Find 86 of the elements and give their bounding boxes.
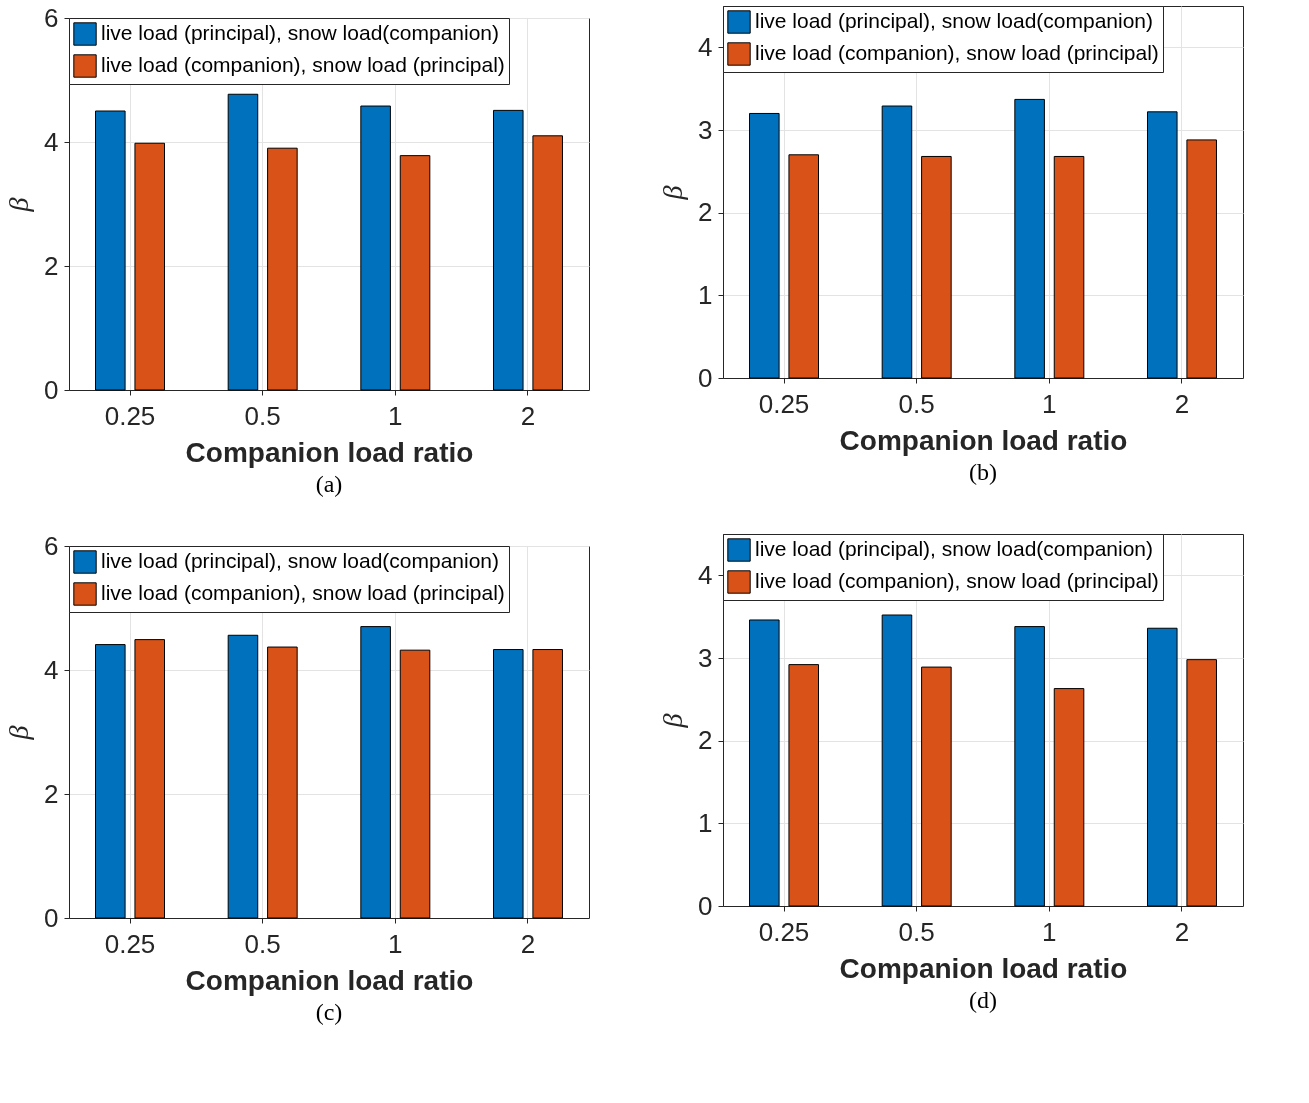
bar (1146, 627, 1178, 907)
bar (134, 142, 166, 391)
y-tick-label: 4 (698, 559, 713, 590)
bar (788, 664, 820, 907)
x-tick-label: 2 (520, 400, 536, 431)
legend-label: live load (companion), snow load (principal) (101, 581, 505, 604)
bar (492, 649, 524, 919)
y-tick-label: 4 (44, 654, 59, 685)
x-axis-title: Companion load ratio (839, 424, 1128, 456)
x-tick-label: 1 (388, 928, 403, 959)
bar (399, 155, 431, 391)
y-tick-label: 1 (698, 807, 713, 838)
y-tick-label: 0 (44, 374, 59, 405)
bar (532, 135, 563, 391)
x-tick-label: 0.25 (758, 916, 810, 947)
x-tick-label: 0.5 (244, 400, 281, 431)
y-axis-title: β (657, 185, 689, 201)
bar (1146, 111, 1178, 379)
bar (95, 110, 126, 391)
bar (492, 109, 524, 391)
text: (a) (315, 471, 343, 497)
legend-label: live load (principal), snow load(companion) (755, 9, 1154, 32)
bar (1053, 688, 1085, 907)
x-tick-label: 2 (520, 928, 536, 959)
y-tick-label: 6 (44, 2, 59, 33)
y-tick-label: 2 (44, 250, 59, 281)
bar (360, 626, 391, 919)
y-tick-label: 4 (44, 126, 59, 157)
x-tick-label: 0.25 (104, 400, 156, 431)
y-tick-label: 1 (698, 279, 713, 310)
bar (749, 112, 780, 379)
legend-label: live load (companion), snow load (principal) (755, 569, 1159, 592)
text: (d) (969, 987, 997, 1013)
text: (b) (969, 459, 997, 485)
x-tick-label: 2 (1174, 388, 1190, 419)
legend-label: live load (companion), snow load (principal) (101, 53, 505, 76)
bar (360, 105, 391, 391)
y-tick-label: 3 (698, 642, 713, 673)
legend-label: live load (principal), snow load(companion) (755, 537, 1154, 560)
y-tick-label: 2 (698, 197, 713, 228)
bar (921, 155, 952, 379)
bar (267, 147, 298, 391)
y-tick-label: 3 (698, 114, 713, 145)
x-tick-label: 1 (388, 400, 403, 431)
y-tick-label: 6 (44, 530, 59, 561)
bar (399, 649, 431, 919)
y-tick-label: 0 (44, 902, 59, 933)
bar (95, 644, 126, 919)
x-tick-label: 0.25 (758, 388, 810, 419)
bar (227, 634, 259, 919)
x-tick-label: 2 (1174, 916, 1190, 947)
bar (749, 619, 780, 907)
x-tick-label: 0.5 (244, 928, 281, 959)
y-tick-label: 0 (698, 890, 713, 921)
bar (921, 666, 952, 907)
bar (1186, 659, 1217, 907)
legend-label: live load (principal), snow load(companion) (101, 549, 500, 572)
y-axis-title: β (3, 197, 35, 213)
bar (134, 639, 166, 919)
bar (788, 154, 820, 379)
x-axis-title: Companion load ratio (839, 952, 1128, 984)
bar (1014, 626, 1045, 907)
x-axis-title: Companion load ratio (185, 964, 474, 996)
x-tick-label: 0.5 (898, 388, 935, 419)
bar (1186, 139, 1217, 379)
bar (1014, 98, 1045, 379)
y-axis-title: β (3, 725, 35, 741)
y-tick-label: 2 (44, 778, 59, 809)
legend-label: live load (companion), snow load (principal) (755, 41, 1159, 64)
bar (881, 105, 913, 379)
bar (227, 93, 259, 391)
x-axis-title: Companion load ratio (185, 436, 474, 468)
y-tick-label: 4 (698, 31, 713, 62)
x-tick-label: 0.5 (898, 916, 935, 947)
x-tick-label: 0.25 (104, 928, 156, 959)
bar (532, 649, 563, 919)
text: (c) (315, 999, 343, 1025)
x-tick-label: 1 (1042, 916, 1057, 947)
y-tick-label: 2 (698, 725, 713, 756)
x-tick-label: 1 (1042, 388, 1057, 419)
bar (1053, 155, 1085, 379)
y-axis-title: β (657, 713, 689, 729)
bar (267, 646, 298, 919)
y-tick-label: 0 (698, 362, 713, 393)
legend-label: live load (principal), snow load(companion) (101, 21, 500, 44)
bar (881, 614, 913, 907)
